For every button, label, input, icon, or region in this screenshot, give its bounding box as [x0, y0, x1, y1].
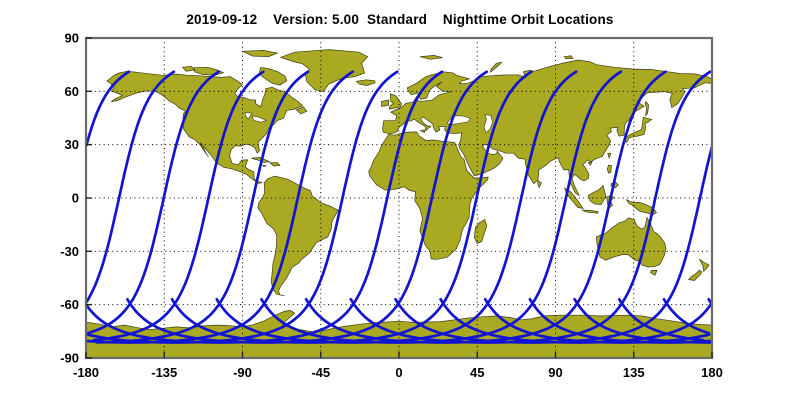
orbit-track	[528, 297, 712, 344]
landmass	[606, 164, 612, 174]
landmass	[268, 162, 281, 167]
y-axis-tick-label: -90	[60, 351, 79, 366]
y-axis-tick-label: 0	[72, 191, 79, 206]
lake	[251, 115, 268, 123]
x-axis-tick-label: 135	[623, 365, 645, 380]
landmass	[623, 116, 653, 144]
landmass	[251, 157, 271, 163]
x-axis-tick-label: -90	[233, 365, 252, 380]
orbit-track	[86, 70, 131, 147]
landmass	[355, 79, 376, 86]
landmass	[419, 129, 426, 134]
landmass	[257, 175, 339, 297]
landmass	[687, 269, 703, 281]
x-axis-tick-label: 180	[701, 365, 723, 380]
y-axis-tick-label: -30	[60, 244, 79, 259]
landmass	[258, 66, 288, 86]
x-axis-tick-label: -45	[311, 365, 330, 380]
orbit-track	[617, 297, 705, 342]
orbit-track	[86, 70, 220, 335]
landmass	[625, 199, 657, 216]
landmass	[699, 258, 710, 273]
x-axis-tick-label: 0	[395, 365, 402, 380]
orbit-track	[573, 297, 712, 344]
landmass	[181, 66, 196, 72]
y-axis-tick-label: -60	[60, 297, 79, 312]
landmass	[262, 164, 267, 167]
landmass	[607, 152, 612, 160]
orbit-track	[86, 70, 176, 305]
landmass	[388, 93, 402, 110]
chart-title: 2019-09-12 Version: 5.00 Standard Nightt…	[186, 12, 614, 27]
landmass	[473, 218, 488, 244]
orbit-track	[95, 70, 310, 344]
landmass	[381, 99, 389, 107]
x-axis-tick-label: -180	[73, 365, 99, 380]
landmass	[106, 70, 304, 184]
landmass	[587, 161, 593, 166]
landmass	[279, 49, 369, 92]
landmass	[419, 55, 443, 60]
orbit-track	[86, 70, 399, 344]
landmass	[489, 61, 503, 74]
lake	[244, 111, 253, 120]
y-axis-tick-label: 30	[65, 137, 79, 152]
orbit-track	[92, 70, 265, 342]
landmass	[563, 55, 574, 60]
landmass	[537, 179, 542, 189]
y-axis-tick-label: 90	[65, 31, 79, 46]
orbit-track	[662, 297, 711, 335]
landmass	[644, 100, 650, 117]
landmass	[581, 209, 599, 214]
landmass	[587, 184, 607, 206]
x-axis-tick-label: -135	[151, 365, 177, 380]
x-axis-tick-label: 45	[470, 365, 484, 380]
orbit-track	[86, 70, 354, 344]
lake	[483, 114, 493, 134]
y-axis-tick-label: 60	[65, 84, 79, 99]
landmass	[295, 106, 308, 115]
landmass	[650, 270, 658, 276]
x-axis-tick-label: 90	[548, 365, 562, 380]
landmass	[242, 50, 279, 58]
orbit-track	[394, 145, 712, 344]
